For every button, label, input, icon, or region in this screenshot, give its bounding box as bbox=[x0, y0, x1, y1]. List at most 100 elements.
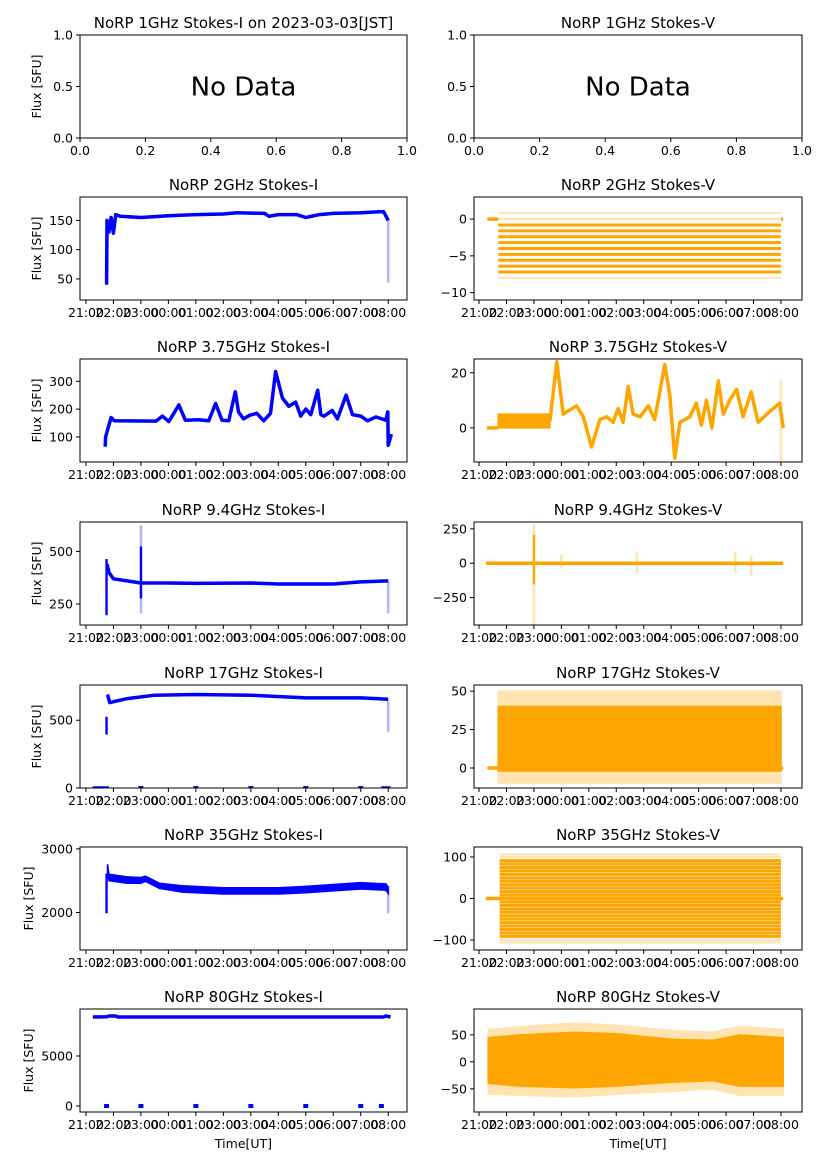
x-tick-label: 07:00 bbox=[735, 630, 771, 645]
subplot-panel: NoRP 2GHz Stokes-I 21:0022:0023:0000:0001… bbox=[29, 176, 408, 320]
data-series-line bbox=[103, 369, 394, 448]
y-tick-label: −100 bbox=[433, 933, 467, 948]
x-tick-label: 00:00 bbox=[150, 1117, 186, 1132]
x-tick-label: 22:00 bbox=[95, 1117, 131, 1132]
x-tick-label: 08:00 bbox=[763, 630, 799, 645]
subplot-panel: NoRP 80GHz Stokes-I21:0022:0023:0000:000… bbox=[21, 988, 408, 1151]
subplot-title: NoRP 35GHz Stokes-V bbox=[556, 826, 721, 844]
x-tick-label: 23:00 bbox=[123, 630, 159, 645]
x-tick-label: 02:00 bbox=[205, 955, 241, 970]
x-tick-label: 04:00 bbox=[653, 793, 689, 808]
x-tick-label: 03:00 bbox=[626, 1117, 662, 1132]
x-tick-label: 07:00 bbox=[343, 793, 379, 808]
x-tick-label: 02:00 bbox=[598, 305, 634, 320]
y-tick-label: 1.0 bbox=[53, 28, 73, 43]
x-tick-label: 23:00 bbox=[123, 955, 159, 970]
x-tick-label: 21:00 bbox=[461, 467, 497, 482]
x-tick-label: 00:00 bbox=[150, 305, 186, 320]
x-tick-label: 01:00 bbox=[178, 955, 214, 970]
x-tick-label: 00:00 bbox=[543, 1117, 579, 1132]
y-tick-label: 0 bbox=[459, 761, 467, 776]
y-axis-label: Flux [SFU] bbox=[29, 379, 44, 443]
x-tick-label: 06:00 bbox=[708, 467, 744, 482]
x-tick-label: 07:00 bbox=[343, 305, 379, 320]
subplot-panel: NoRP 17GHz Stokes-V21:0022:0023:0000:000… bbox=[451, 664, 803, 808]
x-tick-label: 23:00 bbox=[516, 793, 552, 808]
data-layer bbox=[104, 209, 390, 285]
data-series-band bbox=[532, 534, 536, 585]
y-tick-label: 0 bbox=[459, 891, 467, 906]
x-tick-label: 02:00 bbox=[205, 630, 241, 645]
data-marker bbox=[378, 1104, 384, 1108]
x-tick-label: 1.0 bbox=[397, 143, 417, 158]
x-tick-label: 03:00 bbox=[626, 955, 662, 970]
y-tick-label: 50 bbox=[451, 684, 467, 699]
subplot-panel: No Data NoRP 1GHz Stokes-V 0.0 0.2 0.4 0.6 0.8… bbox=[447, 14, 812, 158]
x-tick-label: 00:00 bbox=[543, 793, 579, 808]
x-tick-label: 03:00 bbox=[233, 955, 269, 970]
x-tick-label: 01:00 bbox=[178, 1117, 214, 1132]
x-tick-label: 04:00 bbox=[260, 1117, 296, 1132]
x-tick-label: 06:00 bbox=[315, 305, 351, 320]
x-tick-label: 05:00 bbox=[681, 955, 717, 970]
data-series-band bbox=[497, 705, 782, 772]
x-tick-label: 22:00 bbox=[488, 467, 524, 482]
y-tick-label: 0.5 bbox=[53, 79, 73, 94]
x-tick-label: 04:00 bbox=[653, 305, 689, 320]
y-tick-label: 2000 bbox=[41, 905, 73, 920]
data-marker bbox=[358, 786, 364, 788]
x-tick-label: 22:00 bbox=[95, 305, 131, 320]
data-series-band bbox=[750, 555, 753, 577]
x-tick-label: 01:00 bbox=[178, 630, 214, 645]
x-tick-label: 06:00 bbox=[708, 305, 744, 320]
x-tick-label: 22:00 bbox=[488, 955, 524, 970]
x-tick-label: 21:00 bbox=[68, 793, 104, 808]
x-tick-label: 01:00 bbox=[571, 955, 607, 970]
subplot-panel: NoRP 35GHz Stokes-I21:0022:0023:0000:000… bbox=[21, 826, 408, 970]
x-tick-label: 08:00 bbox=[763, 793, 799, 808]
x-tick-label: 21:00 bbox=[461, 793, 497, 808]
x-tick-label: 21:00 bbox=[68, 955, 104, 970]
x-tick-label: 03:00 bbox=[626, 467, 662, 482]
data-series-band bbox=[387, 700, 390, 732]
subplot-panel: No Data NoRP 1GHz Stokes-I on 2023-03-03[… bbox=[29, 14, 417, 158]
y-tick-label: 0 bbox=[459, 556, 467, 571]
data-layer bbox=[92, 1014, 391, 1108]
x-tick-label: 03:00 bbox=[626, 305, 662, 320]
x-tick-label: 00:00 bbox=[543, 955, 579, 970]
x-tick-label: 23:00 bbox=[123, 305, 159, 320]
x-tick-label: 04:00 bbox=[260, 305, 296, 320]
subplot-panel: NoRP 80GHz Stokes-V21:0022:0023:0000:000… bbox=[441, 988, 803, 1151]
data-series-band bbox=[387, 219, 390, 283]
x-tick-label: 22:00 bbox=[95, 467, 131, 482]
x-tick-label: 06:00 bbox=[708, 1117, 744, 1132]
data-layer bbox=[487, 212, 784, 279]
x-tick-label: 0.2 bbox=[135, 143, 155, 158]
x-tick-label: 02:00 bbox=[598, 955, 634, 970]
subplot-title: NoRP 9.4GHz Stokes-I bbox=[162, 501, 326, 519]
x-tick-label: 04:00 bbox=[653, 955, 689, 970]
data-marker bbox=[138, 1104, 144, 1108]
data-marker bbox=[193, 1104, 199, 1108]
x-tick-label: 0.0 bbox=[464, 143, 484, 158]
y-tick-label: 500 bbox=[49, 713, 73, 728]
x-tick-label: 01:00 bbox=[571, 630, 607, 645]
x-tick-label: 21:00 bbox=[68, 467, 104, 482]
x-tick-label: 22:00 bbox=[488, 630, 524, 645]
x-tick-label: 02:00 bbox=[205, 1117, 241, 1132]
x-tick-label: 07:00 bbox=[735, 793, 771, 808]
x-tick-label: 05:00 bbox=[288, 630, 324, 645]
subplot-title: NoRP 35GHz Stokes-I bbox=[164, 826, 323, 844]
x-tick-label: 03:00 bbox=[233, 793, 269, 808]
data-series-band bbox=[734, 551, 737, 573]
y-tick-label: 100 bbox=[49, 242, 73, 257]
y-axis-label: Flux [SFU] bbox=[29, 705, 44, 769]
x-axis-label: Time[UT] bbox=[214, 1136, 272, 1151]
subplot-panel: NoRP 9.4GHz Stokes-I 21:0022:0023:0000:00… bbox=[29, 501, 408, 645]
x-tick-label: 05:00 bbox=[681, 630, 717, 645]
axes-frame bbox=[79, 1008, 408, 1113]
y-tick-label: 100 bbox=[443, 849, 467, 864]
x-tick-label: 07:00 bbox=[343, 467, 379, 482]
subplot-title: NoRP 80GHz Stokes-I bbox=[164, 988, 323, 1006]
data-series-band bbox=[487, 1031, 784, 1089]
